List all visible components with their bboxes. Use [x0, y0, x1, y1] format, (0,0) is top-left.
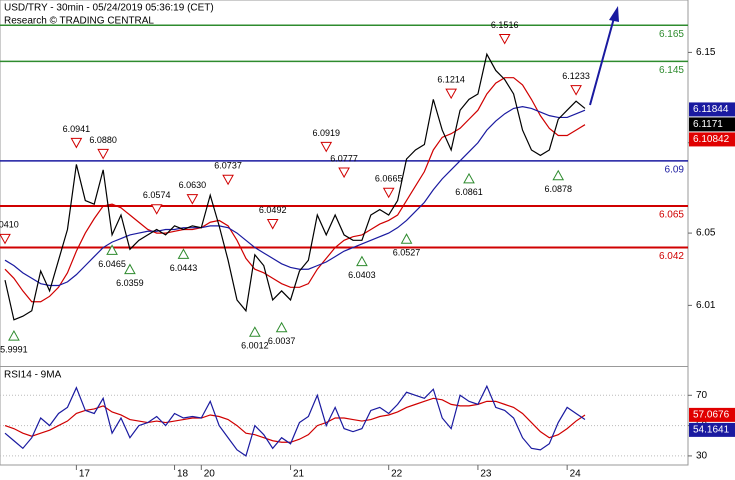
chart-subtitle: Research © TRADING CENTRAL	[4, 16, 154, 27]
low-marker	[177, 248, 190, 259]
high-label: 6.0492	[259, 205, 287, 215]
low-label: 6.0037	[268, 336, 296, 346]
high-marker	[445, 88, 458, 100]
low-label: 6.0527	[393, 248, 421, 258]
high-marker	[498, 34, 511, 45]
level-label: 6.145	[659, 65, 684, 76]
low-label: 6.0403	[348, 270, 376, 280]
low-label: 6.0012	[241, 341, 269, 351]
low-label: 6.0878	[544, 184, 572, 194]
series-line	[4, 52, 586, 321]
price-badge	[689, 117, 735, 132]
price-badge	[689, 407, 735, 422]
high-label: 6.0737	[214, 161, 242, 171]
low-marker	[552, 169, 565, 181]
y-tick-label: 6.15	[696, 47, 716, 58]
low-label: 5.9991	[0, 344, 28, 354]
high-label: 6.0777	[330, 153, 358, 163]
high-label: 6.1233	[562, 71, 590, 81]
low-marker	[124, 263, 136, 275]
x-tick-label: 21	[293, 469, 305, 480]
y-tick-label: 70	[696, 390, 708, 401]
x-tick-label: 22	[391, 469, 403, 480]
series-line	[4, 105, 586, 287]
high-label: 6.0630	[179, 180, 207, 190]
x-tick-label: 23	[480, 469, 492, 480]
low-marker	[463, 172, 475, 184]
high-marker	[0, 233, 11, 245]
forecast-arrowhead	[609, 6, 619, 22]
level-label: 6.065	[659, 210, 684, 221]
high-label: 6.1516	[491, 20, 519, 30]
forecast-arrow	[589, 17, 615, 106]
series-line	[4, 397, 586, 443]
low-marker	[8, 330, 20, 341]
high-label: 6.0919	[312, 128, 340, 138]
price-badge-label: 57.0676	[693, 410, 730, 421]
plot-frame	[0, 0, 689, 466]
high-marker	[222, 174, 234, 186]
low-label: 6.0465	[98, 259, 126, 269]
low-label: 6.0359	[116, 278, 144, 288]
high-marker	[320, 141, 333, 153]
level-label: 6.165	[659, 29, 684, 40]
level-label: 6.042	[659, 251, 684, 262]
high-marker	[150, 204, 163, 215]
high-marker	[570, 85, 582, 96]
y-tick-label: 30	[696, 451, 708, 462]
chart-title: USD/TRY - 30min - 05/24/2019 05:36:19 (C…	[4, 3, 214, 14]
y-tick-label: 6.05	[696, 228, 716, 239]
x-tick-label: 20	[204, 469, 216, 480]
high-label: 6.1214	[437, 74, 465, 84]
high-label: 6.0941	[63, 124, 91, 134]
high-marker	[338, 167, 350, 179]
low-marker	[106, 244, 118, 255]
series-line	[4, 384, 586, 457]
low-marker	[248, 326, 261, 337]
price-badge-label: 54.1641	[693, 425, 730, 436]
high-marker	[382, 187, 395, 199]
price-badge	[689, 132, 735, 147]
low-marker	[275, 321, 288, 333]
high-marker	[70, 137, 83, 149]
low-marker	[356, 255, 368, 267]
high-label: 6.0574	[143, 190, 171, 200]
x-tick-label: 24	[570, 469, 582, 480]
x-tick-label: 17	[79, 469, 91, 480]
low-label: 6.0861	[455, 187, 483, 197]
high-label: 6.0410	[0, 220, 19, 230]
low-marker	[400, 233, 413, 244]
high-label: 6.0665	[375, 174, 403, 184]
high-marker	[97, 148, 110, 160]
price-badge	[689, 422, 735, 437]
layer: 6.156.106.056.017050306.1656.1456.096.06…	[0, 20, 735, 480]
level-label: 6.09	[665, 164, 685, 175]
x-tick-label: 18	[177, 469, 189, 480]
rsi-title: RSI14 - 9MA	[4, 370, 62, 381]
high-label: 6.0880	[89, 135, 117, 145]
price-badge-label: 6.11844	[693, 104, 729, 115]
low-label: 6.0443	[170, 263, 198, 273]
y-tick-label: 6.01	[696, 300, 716, 311]
price-badge-label: 6.10842	[693, 134, 730, 145]
high-marker	[266, 219, 279, 230]
high-marker	[186, 194, 199, 205]
price-badge	[689, 102, 735, 117]
price-badge-label: 6.1171	[693, 119, 723, 130]
